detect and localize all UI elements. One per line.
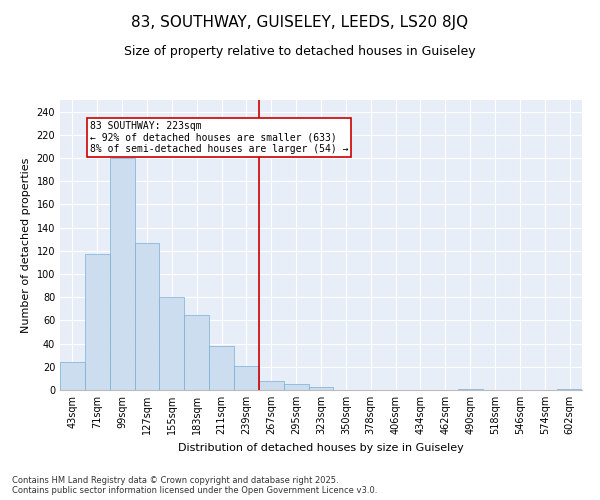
Bar xyxy=(458,389,482,390)
Bar xyxy=(209,346,234,390)
Text: Contains HM Land Registry data © Crown copyright and database right 2025.
Contai: Contains HM Land Registry data © Crown c… xyxy=(12,476,377,495)
Text: 83 SOUTHWAY: 223sqm
← 92% of detached houses are smaller (633)
8% of semi-detach: 83 SOUTHWAY: 223sqm ← 92% of detached ho… xyxy=(90,121,349,154)
Bar xyxy=(308,386,334,390)
Bar xyxy=(284,384,308,390)
X-axis label: Distribution of detached houses by size in Guiseley: Distribution of detached houses by size … xyxy=(178,442,464,452)
Bar xyxy=(234,366,259,390)
Bar xyxy=(184,314,209,390)
Bar xyxy=(134,242,160,390)
Bar xyxy=(160,297,184,390)
Bar xyxy=(60,362,85,390)
Text: Size of property relative to detached houses in Guiseley: Size of property relative to detached ho… xyxy=(124,45,476,58)
Bar xyxy=(110,158,134,390)
Bar xyxy=(85,254,110,390)
Text: 83, SOUTHWAY, GUISELEY, LEEDS, LS20 8JQ: 83, SOUTHWAY, GUISELEY, LEEDS, LS20 8JQ xyxy=(131,15,469,30)
Y-axis label: Number of detached properties: Number of detached properties xyxy=(21,158,31,332)
Bar xyxy=(557,389,582,390)
Bar xyxy=(259,380,284,390)
